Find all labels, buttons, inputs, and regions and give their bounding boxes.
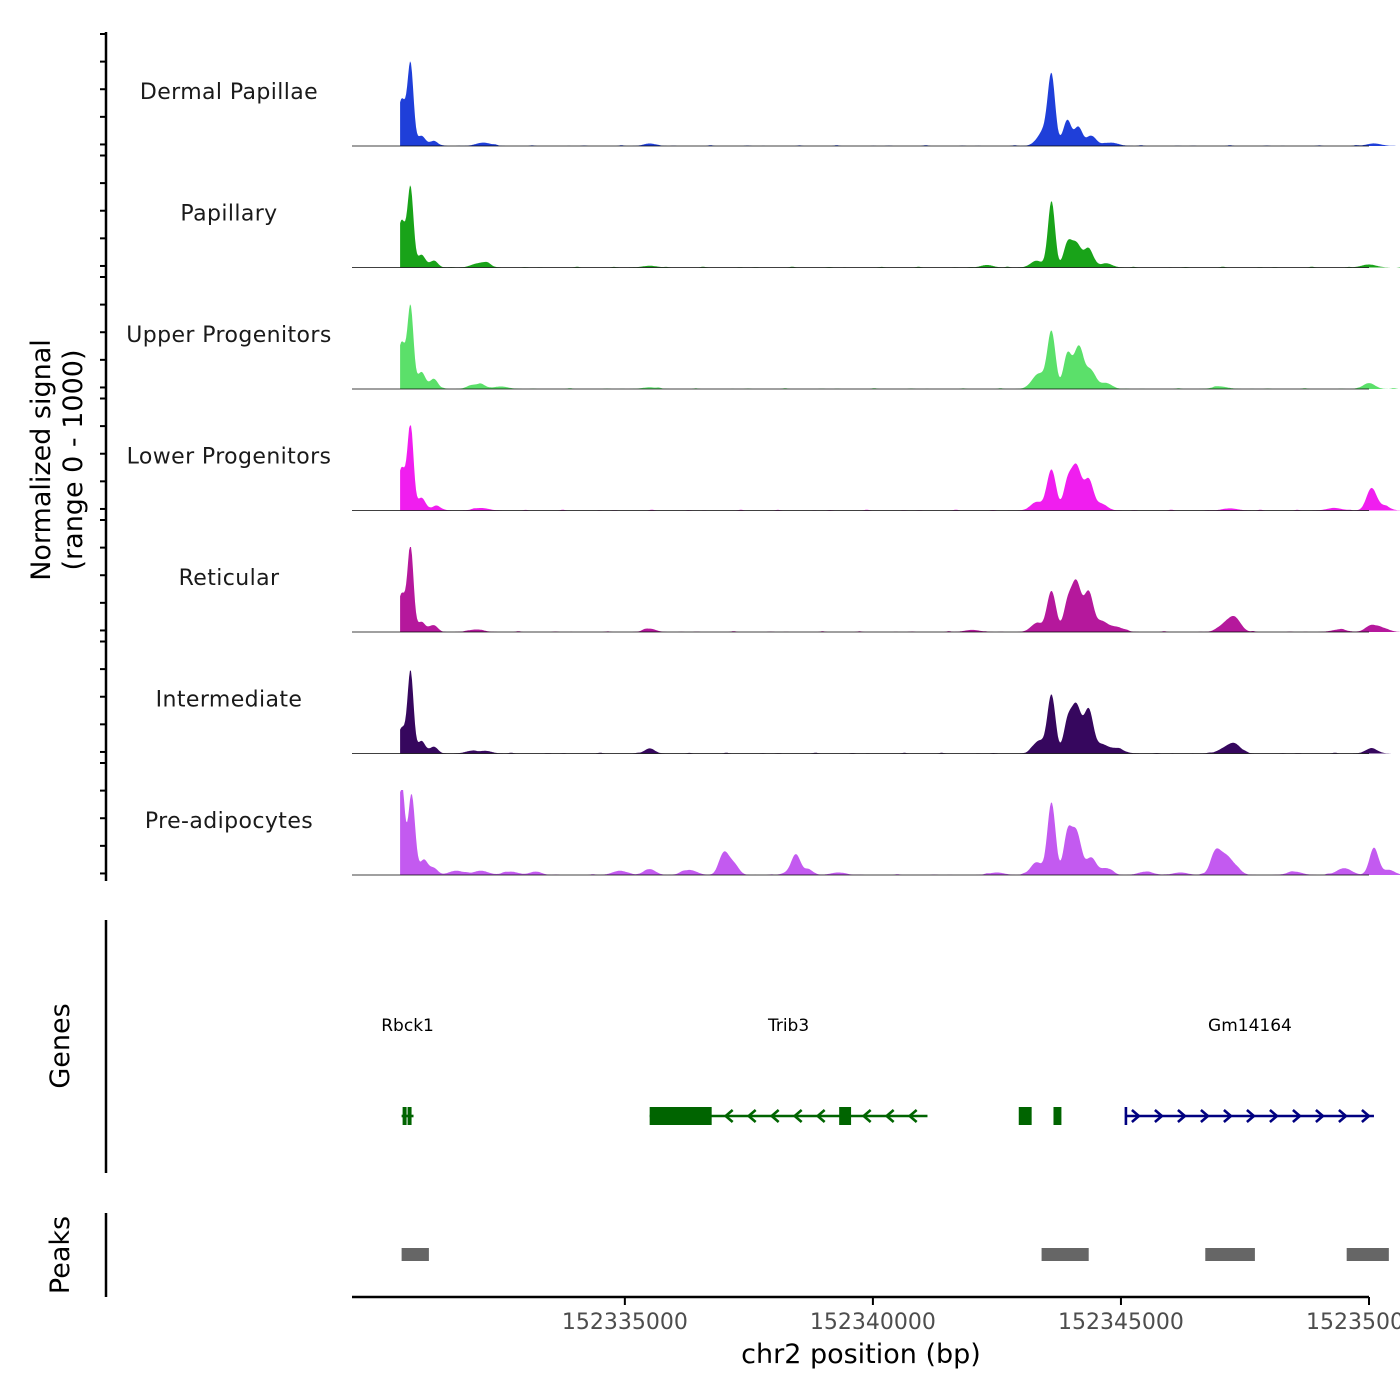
x-tick-label: 152350000 bbox=[1306, 1310, 1400, 1335]
y-axis-label-line2: (range 0 - 1000) bbox=[58, 350, 89, 571]
y-axis-label-line1: Normalized signal bbox=[26, 339, 57, 581]
exon bbox=[402, 1107, 407, 1125]
exon bbox=[1018, 1107, 1032, 1125]
peak-region bbox=[1205, 1248, 1255, 1261]
peak-region bbox=[1346, 1248, 1389, 1261]
gene-label-rbck1: Rbck1 bbox=[381, 1016, 434, 1036]
strand-arrow bbox=[1200, 1109, 1210, 1123]
signal-y-axis bbox=[100, 32, 108, 881]
track-reticular: Reticular bbox=[179, 547, 1400, 633]
x-axis: 152335000 152340000 152345000 152350000 bbox=[352, 1295, 1400, 1335]
strand-arrow bbox=[1154, 1109, 1164, 1123]
gene-label-trib3: Trib3 bbox=[767, 1016, 809, 1036]
peaks-track-label: Peaks bbox=[45, 1216, 76, 1294]
strand-arrow bbox=[1292, 1109, 1302, 1123]
coverage-tracks: Dermal Papillae Papillary Upper Progenitor… bbox=[126, 61, 1400, 876]
strand-arrow bbox=[1177, 1109, 1187, 1123]
track-label-intermediate: Intermediate bbox=[156, 688, 303, 713]
strand-arrow bbox=[1338, 1109, 1348, 1123]
strand-arrow bbox=[861, 1109, 872, 1123]
track-label-lower-progenitors: Lower Progenitors bbox=[127, 445, 332, 470]
coverage-area-lower-progenitors bbox=[400, 425, 1400, 511]
coverage-area-upper-progenitors bbox=[400, 304, 1400, 389]
coverage-area-reticular bbox=[400, 547, 1400, 632]
gene-rbck1: Rbck1 bbox=[381, 1016, 434, 1125]
strand-arrow bbox=[907, 1109, 918, 1123]
strand-arrow bbox=[769, 1109, 780, 1123]
strand-arrow bbox=[723, 1109, 734, 1123]
strand-arrow bbox=[1315, 1109, 1325, 1123]
peak-region bbox=[1041, 1248, 1089, 1261]
x-axis-title: chr2 position (bp) bbox=[741, 1339, 981, 1370]
x-tick-label: 152340000 bbox=[810, 1310, 936, 1335]
genes-track-label: Genes bbox=[45, 1003, 76, 1088]
x-tick-label: 152335000 bbox=[562, 1310, 688, 1335]
coverage-area-dermal-papillae bbox=[400, 61, 1400, 146]
track-intermediate: Intermediate bbox=[156, 670, 1400, 754]
peak-region bbox=[401, 1248, 429, 1261]
strand-arrow bbox=[1223, 1109, 1233, 1123]
track-label-upper-progenitors: Upper Progenitors bbox=[126, 323, 331, 348]
coverage-area-intermediate bbox=[400, 670, 1400, 754]
track-upper-progenitors: Upper Progenitors bbox=[126, 304, 1400, 390]
peak-track bbox=[401, 1248, 1389, 1261]
coverage-area-pre-adipocytes bbox=[400, 790, 1400, 875]
exon bbox=[649, 1107, 712, 1125]
x-tick-label: 152345000 bbox=[1058, 1310, 1184, 1335]
strand-arrow bbox=[1269, 1109, 1279, 1123]
track-label-reticular: Reticular bbox=[179, 566, 280, 591]
strand-arrow bbox=[815, 1109, 826, 1123]
strand-arrow bbox=[746, 1109, 757, 1123]
exon bbox=[407, 1107, 412, 1125]
strand-arrow bbox=[1361, 1109, 1371, 1123]
coverage-area-papillary bbox=[400, 185, 1400, 268]
gene-label-gm14164: Gm14164 bbox=[1208, 1016, 1292, 1036]
strand-arrow bbox=[884, 1109, 895, 1123]
strand-arrow bbox=[792, 1109, 803, 1123]
track-dermal-papillae: Dermal Papillae bbox=[140, 61, 1400, 147]
track-label-papillary: Papillary bbox=[180, 202, 277, 227]
track-papillary: Papillary bbox=[180, 185, 1400, 268]
track-pre-adipocytes: Pre-adipocytes bbox=[145, 790, 1400, 876]
track-label-pre-adipocytes: Pre-adipocytes bbox=[145, 809, 313, 834]
gene-trib3: Trib3 bbox=[649, 1016, 1062, 1125]
gene-track: Rbck1 Trib3 Gm14164 bbox=[381, 1016, 1374, 1125]
track-lower-progenitors: Lower Progenitors bbox=[127, 425, 1400, 511]
exon bbox=[1053, 1107, 1062, 1125]
gene-gm14164: Gm14164 bbox=[1124, 1016, 1374, 1125]
exon bbox=[839, 1107, 852, 1125]
strand-arrow bbox=[1246, 1109, 1256, 1123]
strand-arrow bbox=[1131, 1109, 1141, 1123]
track-label-dermal-papillae: Dermal Papillae bbox=[140, 80, 318, 105]
